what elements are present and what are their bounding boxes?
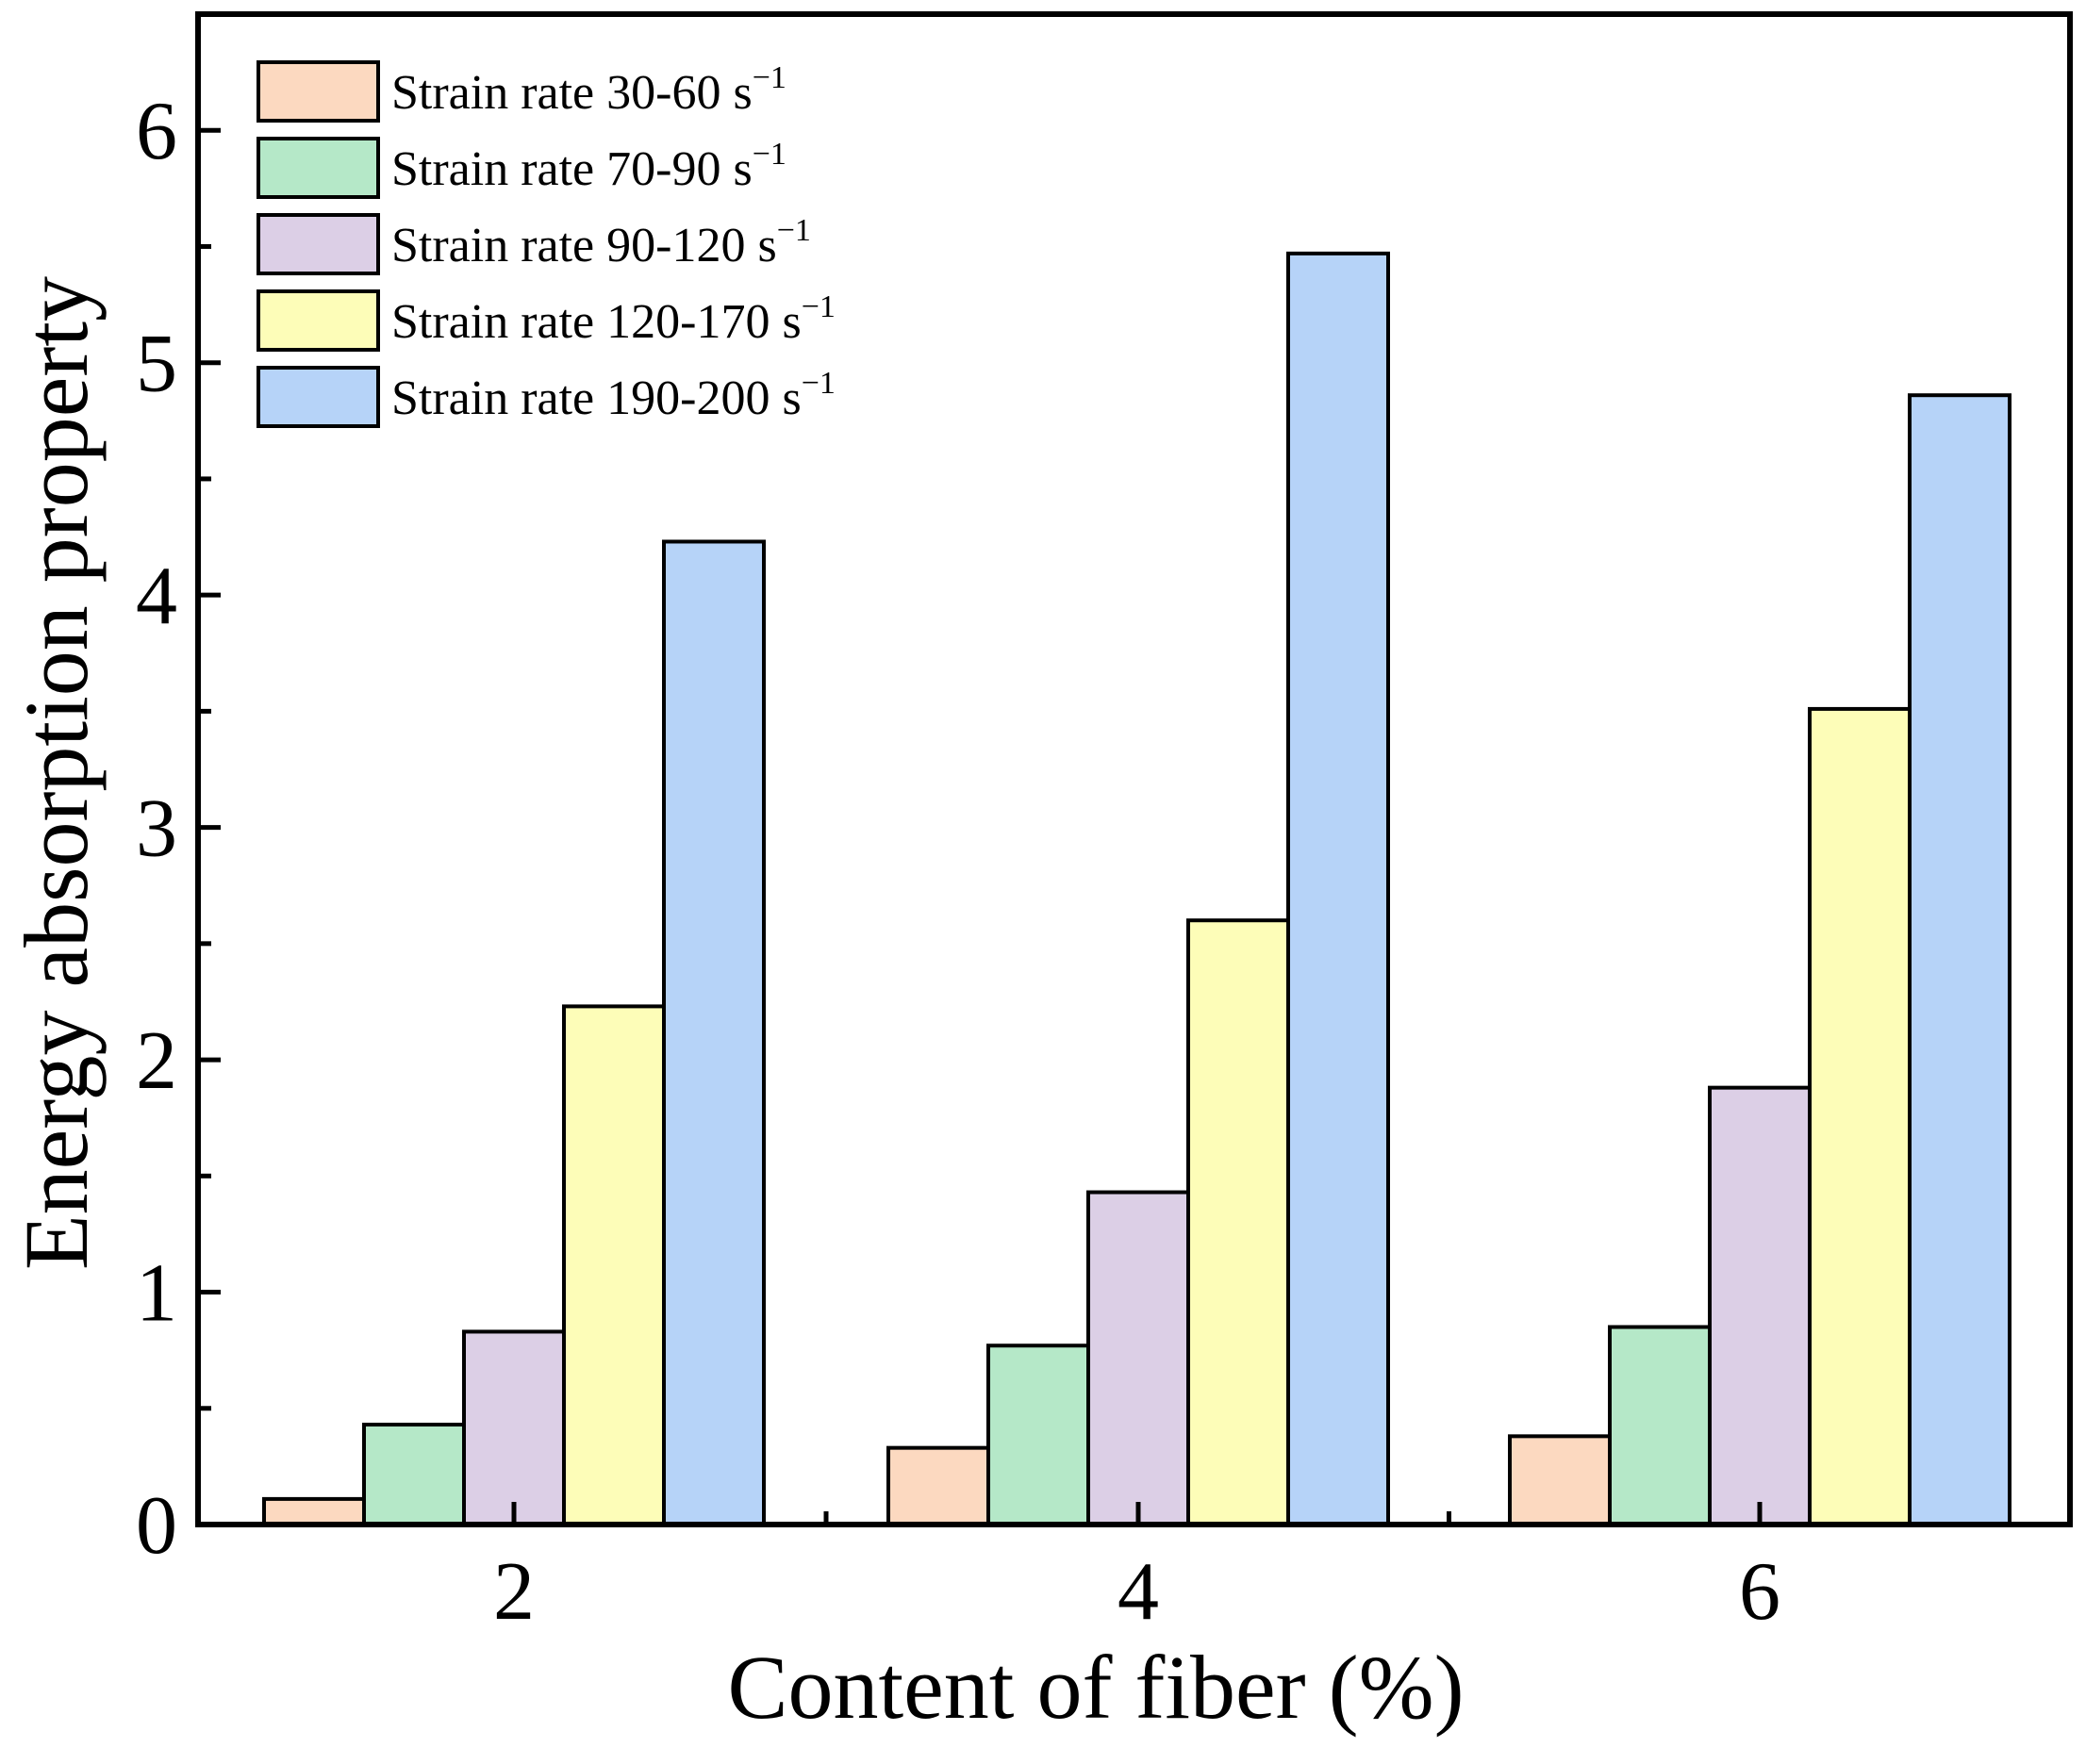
bar-series-5-cat-2	[662, 539, 766, 1527]
bar-series-5-cat-6	[1908, 393, 2012, 1527]
bar-series-2-cat-6	[1608, 1325, 1712, 1526]
legend-label-3: Strain rate 90-120 s−1	[391, 213, 811, 272]
x-tick-label: 4	[1118, 1546, 1159, 1638]
bar-series-2-cat-2	[362, 1423, 466, 1526]
legend: Strain rate 30-60 s−1 Strain rate 70-90 s…	[257, 60, 836, 428]
legend-label-2: Strain rate 70-90 s−1	[391, 137, 786, 196]
bar-series-5-cat-4	[1286, 251, 1390, 1527]
x-tick-label: 6	[1739, 1546, 1780, 1638]
legend-label-1: Strain rate 30-60 s−1	[391, 60, 786, 120]
bar-series-4-cat-2	[562, 1004, 666, 1526]
legend-swatch-3	[257, 213, 380, 275]
legend-label-4: Strain rate 120-170 s−1	[391, 289, 836, 349]
y-tick-label: 1	[136, 1248, 177, 1340]
y-tick-label: 4	[136, 551, 177, 642]
y-tick-label: 2	[136, 1015, 177, 1107]
bar-series-1-cat-2	[262, 1496, 366, 1527]
legend-swatch-4	[257, 289, 380, 352]
plot-frame	[195, 11, 2073, 1527]
y-axis-title: Energy absorption property	[6, 276, 107, 1270]
x-tick-label: 2	[493, 1546, 535, 1638]
bar-series-3-cat-6	[1708, 1085, 1812, 1527]
legend-label-5: Strain rate 190-200 s−1	[391, 366, 836, 425]
bar-series-3-cat-4	[1086, 1190, 1190, 1527]
legend-swatch-2	[257, 137, 380, 199]
bar-series-1-cat-4	[886, 1445, 990, 1527]
axes-layer: 0 1 2 3 4 5 6 2 4 6	[136, 11, 2073, 1638]
bar-series-1-cat-6	[1508, 1434, 1612, 1526]
bar-series-4-cat-4	[1186, 918, 1290, 1526]
bar-series-4-cat-6	[1808, 706, 1912, 1526]
y-tick-label: 3	[136, 783, 177, 875]
x-axis-title: Content of fiber (%)	[727, 1637, 1464, 1738]
bar-series-2-cat-4	[986, 1344, 1090, 1526]
bars-layer	[262, 251, 2012, 1527]
bar-series-3-cat-2	[462, 1329, 566, 1526]
y-tick-label: 6	[136, 86, 177, 177]
legend-swatch-5	[257, 366, 380, 428]
y-tick-label: 5	[136, 319, 177, 410]
y-tick-label: 0	[136, 1480, 177, 1572]
legend-swatch-1	[257, 60, 380, 123]
